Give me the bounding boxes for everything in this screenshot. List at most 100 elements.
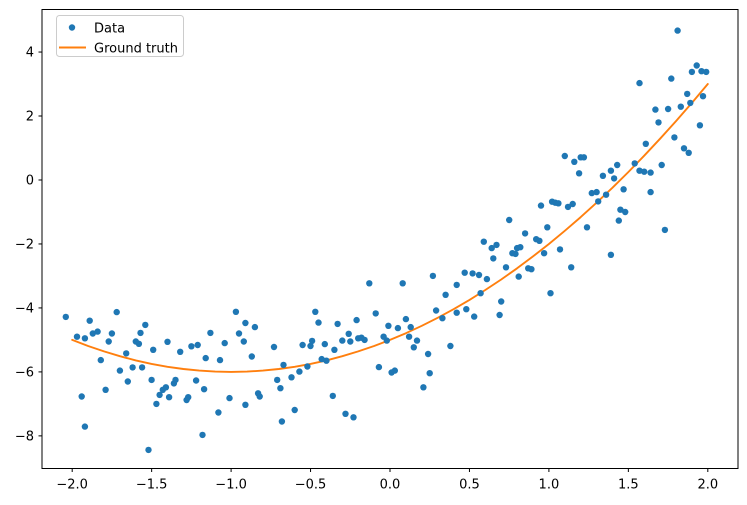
data-point xyxy=(242,319,249,327)
y-tick-label: 0 xyxy=(26,173,34,188)
data-point xyxy=(498,298,505,305)
data-point xyxy=(215,409,222,416)
data-point xyxy=(334,320,341,328)
data-point xyxy=(580,154,588,161)
data-point xyxy=(361,336,368,344)
data-point xyxy=(599,172,607,179)
x-tick-label: 1.0 xyxy=(539,478,560,493)
data-point xyxy=(78,393,85,400)
data-point xyxy=(544,224,551,231)
data-point xyxy=(235,330,243,337)
data-point xyxy=(698,68,705,75)
data-point xyxy=(304,363,311,370)
data-point xyxy=(162,384,170,391)
data-point xyxy=(177,348,184,355)
data-point xyxy=(410,344,417,351)
data-point xyxy=(480,238,487,245)
data-point xyxy=(221,339,228,347)
data-point xyxy=(668,75,675,82)
data-point xyxy=(647,169,654,176)
data-point xyxy=(81,423,89,430)
data-point xyxy=(453,309,460,316)
data-point xyxy=(342,410,349,417)
data-point xyxy=(394,324,402,332)
data-point xyxy=(137,329,144,337)
data-point xyxy=(108,330,116,337)
data-point xyxy=(575,170,583,177)
data-point xyxy=(312,308,319,315)
data-point xyxy=(375,363,383,371)
data-point xyxy=(607,167,615,174)
data-point xyxy=(240,338,247,345)
data-point xyxy=(685,149,692,156)
data-point xyxy=(156,391,163,399)
x-tick-label: −1.5 xyxy=(136,478,168,493)
data-point xyxy=(699,93,707,100)
data-point xyxy=(424,350,432,358)
data-point xyxy=(677,103,684,110)
data-point xyxy=(696,122,704,129)
data-point xyxy=(202,354,209,362)
data-point xyxy=(172,376,179,384)
data-point xyxy=(188,343,195,350)
data-point xyxy=(496,311,503,319)
data-point xyxy=(350,414,357,421)
data-point xyxy=(296,368,303,375)
legend-label-data: Data xyxy=(94,22,125,37)
data-point xyxy=(521,230,529,237)
data-point xyxy=(153,400,160,408)
y-tick-label: −2 xyxy=(15,237,34,252)
data-point xyxy=(515,273,522,280)
data-point xyxy=(593,188,600,196)
data-point xyxy=(353,316,360,324)
y-tick-label: −8 xyxy=(15,429,34,444)
data-point xyxy=(113,308,120,316)
data-point xyxy=(517,244,524,251)
data-point xyxy=(641,168,648,175)
data-point xyxy=(684,90,691,98)
data-point xyxy=(432,307,440,314)
data-point xyxy=(366,280,373,287)
data-point xyxy=(86,317,93,324)
data-point xyxy=(102,386,109,393)
data-point xyxy=(615,217,622,224)
data-point xyxy=(463,306,470,313)
data-point xyxy=(216,356,224,364)
data-point xyxy=(274,376,281,384)
data-point xyxy=(413,337,421,344)
data-point xyxy=(564,203,572,211)
data-point xyxy=(226,394,233,402)
data-point xyxy=(347,338,354,345)
data-point xyxy=(339,337,346,344)
data-point xyxy=(251,323,259,331)
data-point xyxy=(105,338,112,345)
data-point xyxy=(471,313,478,320)
data-point xyxy=(135,340,143,347)
data-point xyxy=(145,446,152,454)
data-point xyxy=(693,62,700,69)
data-point xyxy=(291,406,298,414)
data-point xyxy=(200,386,208,393)
data-point xyxy=(270,343,278,351)
data-point xyxy=(620,186,627,193)
data-point xyxy=(129,364,136,371)
x-tick-label: −0.5 xyxy=(295,478,327,493)
data-point xyxy=(664,105,672,113)
data-point xyxy=(547,290,554,297)
data-point xyxy=(429,272,437,280)
data-point xyxy=(680,145,688,152)
data-point xyxy=(308,337,316,345)
plot-area xyxy=(42,9,738,469)
data-point xyxy=(94,328,101,335)
legend: Data Ground truth xyxy=(56,15,184,57)
x-tick-label: −2.0 xyxy=(56,478,88,493)
data-point xyxy=(688,68,696,76)
data-point xyxy=(199,431,206,439)
data-point xyxy=(493,241,500,249)
data-point xyxy=(391,367,398,374)
data-point xyxy=(617,206,624,213)
data-point xyxy=(614,161,621,169)
ground-truth-line xyxy=(71,83,709,373)
data-point xyxy=(138,364,146,371)
